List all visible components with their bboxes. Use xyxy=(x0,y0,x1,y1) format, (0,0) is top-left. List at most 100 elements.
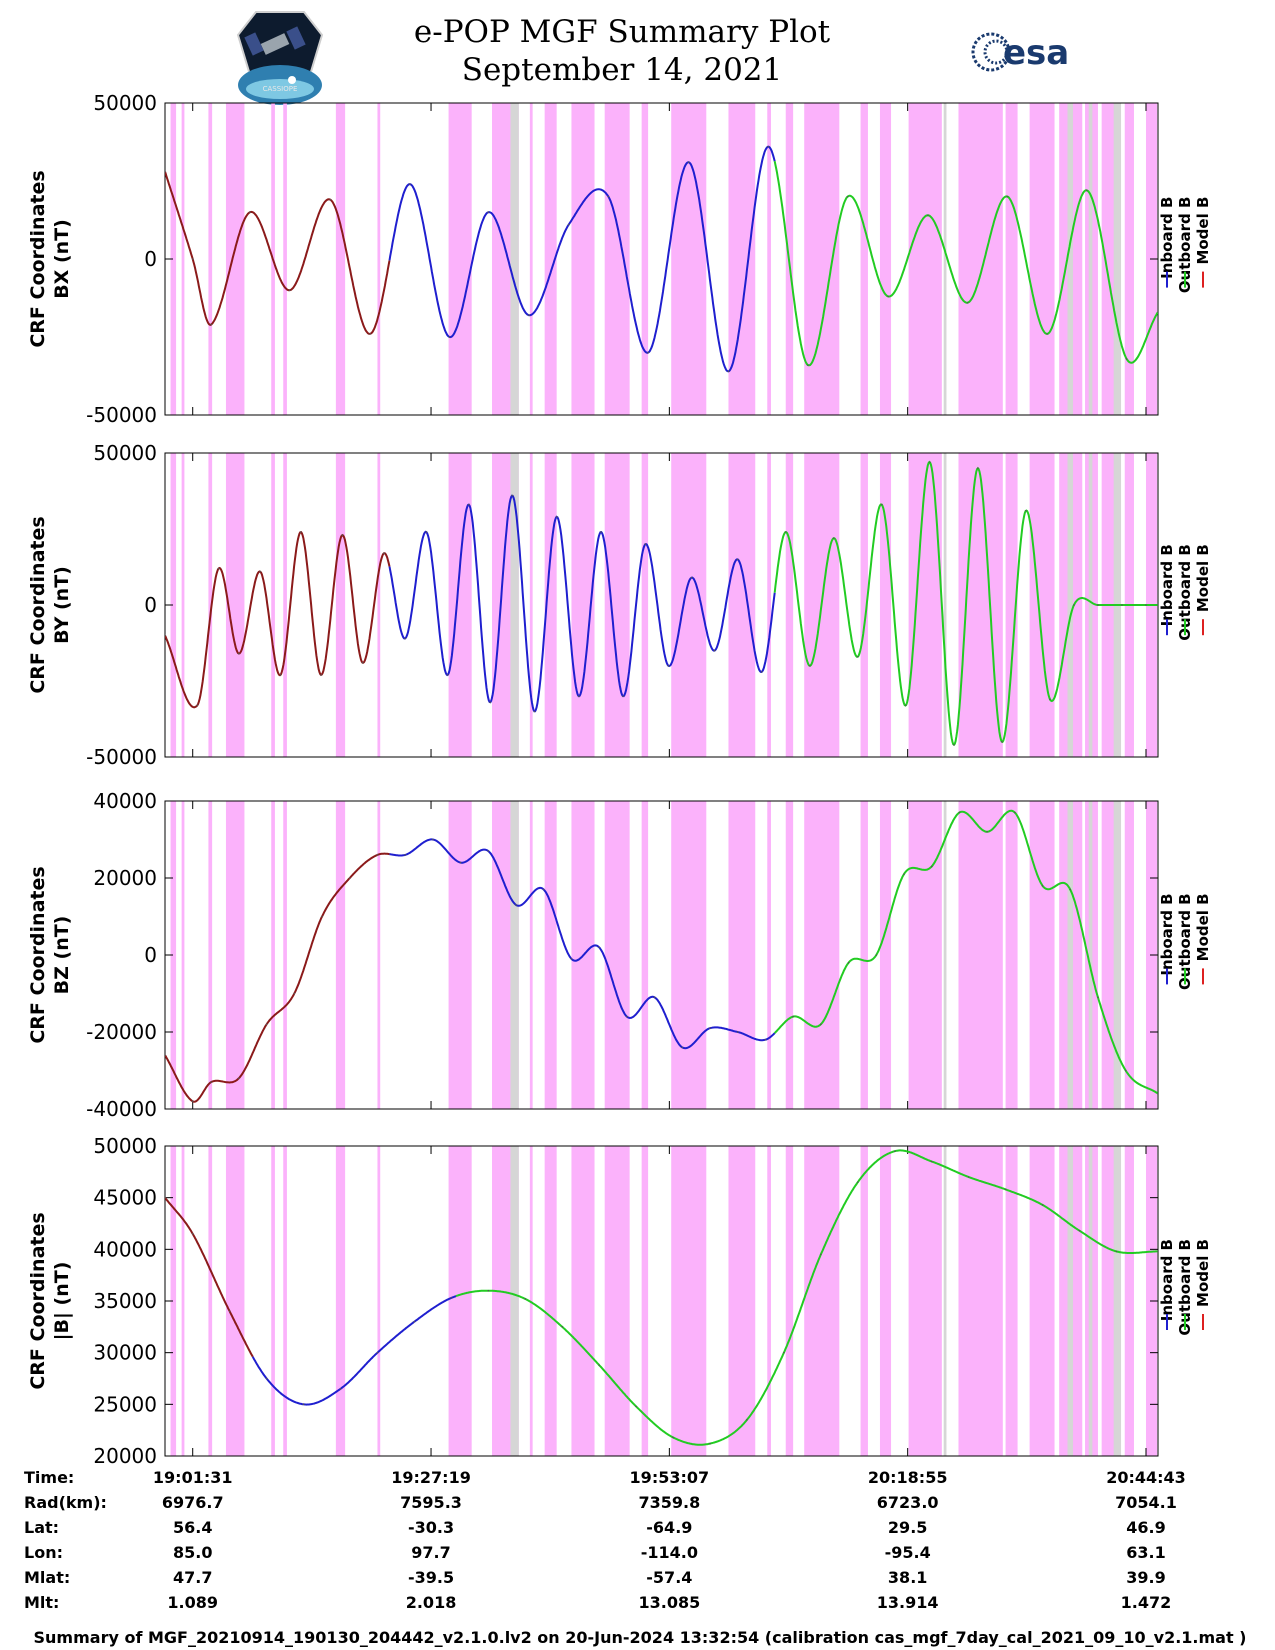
ephemeris-value: 1.089 xyxy=(167,1593,218,1612)
legend-label: Outboard B xyxy=(1176,1239,1194,1336)
panel-1: 50000 0 -50000 CRF Coordinates BX (nT) Inboar… xyxy=(27,91,1212,427)
ephemeris-value: 38.1 xyxy=(888,1568,927,1587)
shade-band-gray xyxy=(1067,1146,1074,1456)
data-series xyxy=(165,809,1158,1103)
ephemeris-value: 19:27:19 xyxy=(391,1468,471,1487)
legend: Inboard B Outboard B Model B xyxy=(1158,893,1212,990)
panel-3: 40000 20000 0 -20000 -40000 CRF Coordinates BZ… xyxy=(27,789,1212,1121)
shade-band-gray xyxy=(1113,103,1122,415)
data-point xyxy=(644,543,647,545)
shade-band xyxy=(958,801,1003,1109)
data-point xyxy=(905,704,907,707)
shade-band xyxy=(170,801,177,1109)
data-point xyxy=(567,223,570,226)
shade-band xyxy=(544,103,557,415)
shade-band xyxy=(271,1146,275,1456)
ephemeris-value: 6723.0 xyxy=(877,1493,939,1512)
ephemeris-value: 7054.1 xyxy=(1115,1493,1177,1512)
shade-band xyxy=(208,103,213,415)
shade-band-gray xyxy=(1067,453,1074,757)
shade-band xyxy=(170,1146,177,1456)
y-axis-label: CRF Coordinates BY (nT) xyxy=(27,516,73,693)
data-point xyxy=(1157,1092,1158,1095)
shade-band xyxy=(335,453,346,757)
y-tick-label: -50000 xyxy=(86,745,157,769)
data-point xyxy=(555,516,558,518)
ephemeris-value: 2.018 xyxy=(406,1593,457,1612)
data-point xyxy=(1086,189,1088,192)
data-point xyxy=(653,996,656,999)
legend-label: Model B xyxy=(1194,1239,1212,1307)
data-point xyxy=(736,1031,739,1033)
series-line-model-b xyxy=(165,171,391,335)
data-point xyxy=(598,1364,600,1366)
data-point xyxy=(369,333,371,335)
shade-band xyxy=(208,1146,213,1456)
shade-band xyxy=(377,1146,381,1456)
ephemeris-value: -64.9 xyxy=(646,1518,692,1537)
data-point xyxy=(1097,604,1099,606)
legend-label: Inboard B xyxy=(1158,544,1176,626)
data-point xyxy=(191,258,194,260)
shade-band xyxy=(604,801,630,1109)
shade-band xyxy=(377,453,381,757)
shade-band xyxy=(1005,103,1018,415)
ephemeris-value: 19:53:07 xyxy=(630,1468,710,1487)
shade-band xyxy=(1029,1146,1055,1456)
data-point xyxy=(561,1326,563,1328)
shade-band xyxy=(1005,1146,1018,1456)
shade-band xyxy=(529,103,533,415)
ephemeris-value: 6976.7 xyxy=(162,1493,224,1512)
legend: Inboard B Outboard B Model B xyxy=(1158,197,1212,294)
legend-label: Inboard B xyxy=(1158,1239,1176,1321)
shade-band xyxy=(529,1146,533,1456)
data-point xyxy=(1041,884,1044,887)
ephemeris-row-label: Mlt: xyxy=(24,1593,59,1612)
data-point xyxy=(687,161,690,164)
ephemeris-row-label: Mlat: xyxy=(24,1568,70,1587)
shade-band xyxy=(448,453,472,757)
legend-label: Outboard B xyxy=(1176,544,1194,641)
shade-band xyxy=(767,103,771,415)
plot-subtitle: September 14, 2021 xyxy=(462,52,783,88)
data-point xyxy=(820,1253,822,1256)
data-point xyxy=(299,531,302,533)
shade-band xyxy=(1005,453,1018,757)
legend-label: Outboard B xyxy=(1176,197,1194,294)
data-point xyxy=(986,831,988,833)
shade-band xyxy=(671,103,707,415)
ephemeris-value: -95.4 xyxy=(885,1543,931,1562)
shade-band xyxy=(283,801,287,1109)
data-point xyxy=(432,838,434,841)
esa-logo: esa xyxy=(971,32,1069,73)
data-point xyxy=(1014,811,1016,814)
shade-band xyxy=(1005,801,1018,1109)
data-point xyxy=(1115,1250,1118,1253)
data-point xyxy=(487,850,490,852)
shade-band xyxy=(641,801,649,1109)
ephemeris-row-label: Time: xyxy=(24,1468,74,1487)
shade-band-gray xyxy=(510,453,519,757)
y-tick-label: -40000 xyxy=(86,1097,157,1121)
shade-band-gray xyxy=(943,801,947,1109)
data-point xyxy=(647,351,649,354)
data-point xyxy=(967,1176,970,1178)
data-point xyxy=(600,531,602,533)
data-point xyxy=(265,1023,268,1026)
data-point xyxy=(929,461,931,463)
shade-band xyxy=(181,453,185,757)
shade-band xyxy=(283,1146,287,1456)
shade-band xyxy=(641,453,649,757)
shade-band xyxy=(879,1146,892,1456)
data-point xyxy=(376,854,379,856)
data-point xyxy=(820,1023,822,1026)
data-point xyxy=(958,811,961,814)
shade-band xyxy=(571,453,595,757)
data-point xyxy=(196,704,199,707)
shade-band xyxy=(908,1146,942,1456)
data-point xyxy=(165,1196,166,1199)
data-point xyxy=(578,695,580,697)
shade-band xyxy=(377,103,381,415)
series-line-inboard-b xyxy=(251,1295,457,1406)
y-tick-label: 35000 xyxy=(93,1289,157,1313)
